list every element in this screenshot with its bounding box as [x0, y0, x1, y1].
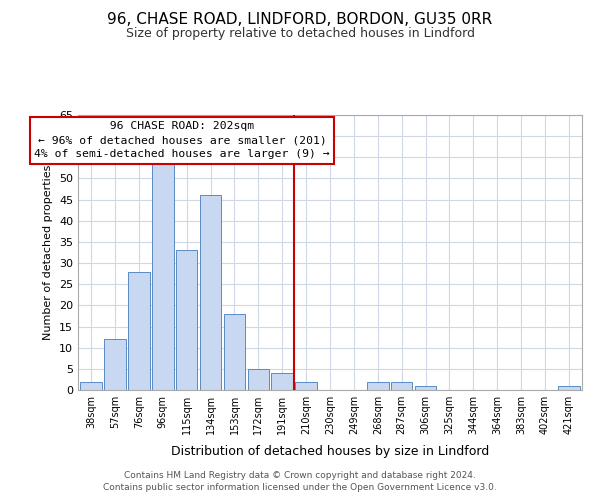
Bar — [176, 250, 197, 390]
Bar — [104, 339, 126, 390]
Bar — [128, 272, 149, 390]
Bar — [367, 382, 389, 390]
Text: 96, CHASE ROAD, LINDFORD, BORDON, GU35 0RR: 96, CHASE ROAD, LINDFORD, BORDON, GU35 0… — [107, 12, 493, 28]
Bar — [248, 369, 269, 390]
Text: 96 CHASE ROAD: 202sqm  
← 96% of detached houses are smaller (201)
4% of semi-de: 96 CHASE ROAD: 202sqm ← 96% of detached … — [34, 122, 330, 160]
Text: Contains HM Land Registry data © Crown copyright and database right 2024.: Contains HM Land Registry data © Crown c… — [124, 471, 476, 480]
Bar — [80, 382, 102, 390]
Y-axis label: Number of detached properties: Number of detached properties — [43, 165, 53, 340]
Bar — [295, 382, 317, 390]
Text: Size of property relative to detached houses in Lindford: Size of property relative to detached ho… — [125, 28, 475, 40]
Bar — [271, 373, 293, 390]
Bar — [391, 382, 412, 390]
Bar — [152, 162, 173, 390]
X-axis label: Distribution of detached houses by size in Lindford: Distribution of detached houses by size … — [171, 446, 489, 458]
Text: Contains public sector information licensed under the Open Government Licence v3: Contains public sector information licen… — [103, 484, 497, 492]
Bar — [415, 386, 436, 390]
Bar — [558, 386, 580, 390]
Bar — [224, 314, 245, 390]
Bar — [200, 196, 221, 390]
